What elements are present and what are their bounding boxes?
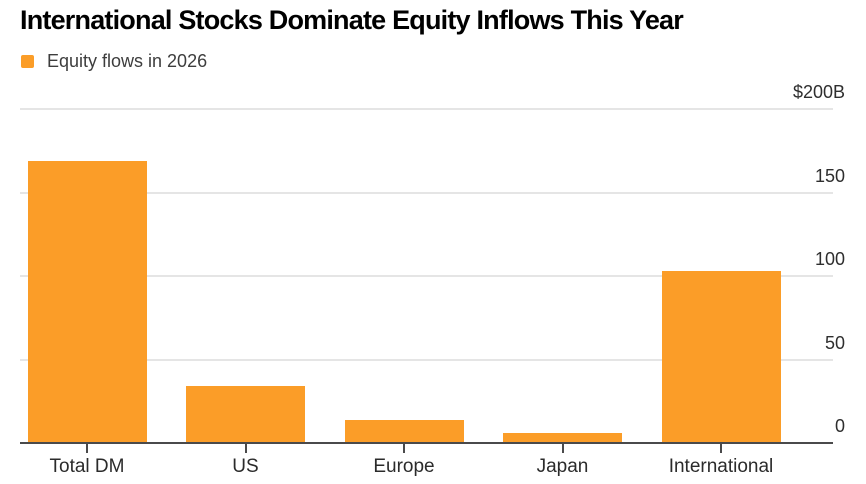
chart-title: International Stocks Dominate Equity Inf… [20,5,684,35]
bar-total-dm [27,160,147,443]
y-axis-tick-label: 50 [824,332,845,353]
x-axis-baseline [20,442,833,444]
gridline-150 [20,191,833,194]
x-axis-tick [720,444,722,453]
legend: Equity flows in 2026 [21,51,207,72]
x-axis-tick [403,444,405,453]
category-label-us: US [232,456,259,477]
y-axis-tick-label: 100 [814,249,845,269]
y-axis-tick-label: 0 [834,416,845,436]
gridline-200 [20,108,833,110]
gridline-50 [20,358,833,361]
bar-europe [344,419,464,443]
y-axis-tick-label: 150 [814,165,845,186]
gridline-100 [20,275,833,277]
bar-japan [503,432,622,443]
bar-international [661,270,781,443]
x-axis-tick [244,444,247,453]
legend-swatch-icon [21,55,34,68]
bar-us [186,386,305,443]
category-label-europe: Europe [373,456,435,477]
category-label-japan: Japan [536,456,589,477]
category-label-total-dm: Total DM [49,456,125,477]
x-axis-tick [561,444,564,453]
y-axis-tick-label: $200B [792,82,845,102]
category-label-international: International [668,456,774,477]
x-axis-tick [86,444,88,453]
legend-label: Equity flows in 2026 [47,51,208,71]
